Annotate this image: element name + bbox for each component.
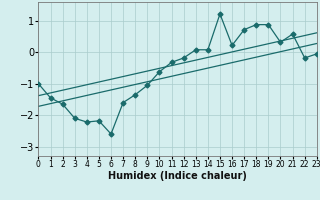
X-axis label: Humidex (Indice chaleur): Humidex (Indice chaleur): [108, 171, 247, 181]
